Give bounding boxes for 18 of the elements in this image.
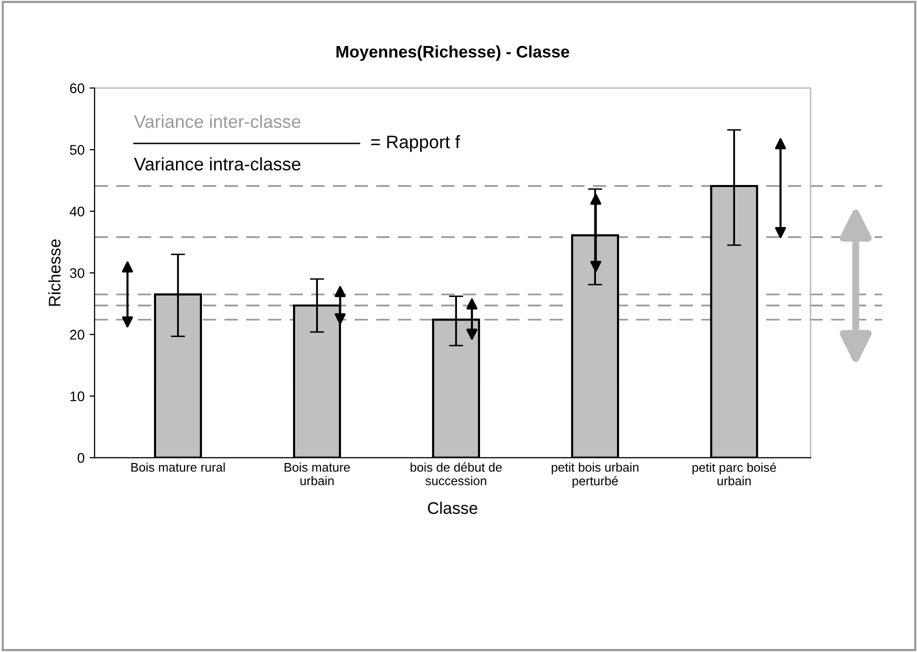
- x-tick-label: bois de début de succession: [410, 462, 502, 486]
- x-tick-label: petit bois urbain perturbé: [552, 462, 638, 488]
- y-tick-label: 40: [70, 206, 84, 216]
- y-tick-label: 50: [70, 144, 84, 155]
- x-tick-label: petit parc boisé urbain: [692, 462, 776, 486]
- chart-title: Moyennes(Richesse) - Classe: [336, 45, 570, 61]
- y-tick-label: 20: [70, 330, 84, 340]
- y-tick-label: 60: [70, 83, 84, 94]
- x-tick-label: Bois mature rural: [131, 462, 225, 472]
- annotation: Variance inter-classe: [134, 114, 300, 128]
- y-tick-label: 0: [78, 453, 84, 463]
- x-axis-title: Classe: [428, 502, 478, 514]
- annotation: Variance intra-classe: [134, 157, 300, 170]
- x-tick-label: Bois mature urbain: [284, 462, 350, 486]
- y-tick-label: 10: [70, 391, 84, 402]
- annotation: = Rapport f: [371, 135, 460, 152]
- y-axis-title: Richesse: [48, 239, 61, 306]
- y-tick-label: 30: [70, 268, 84, 278]
